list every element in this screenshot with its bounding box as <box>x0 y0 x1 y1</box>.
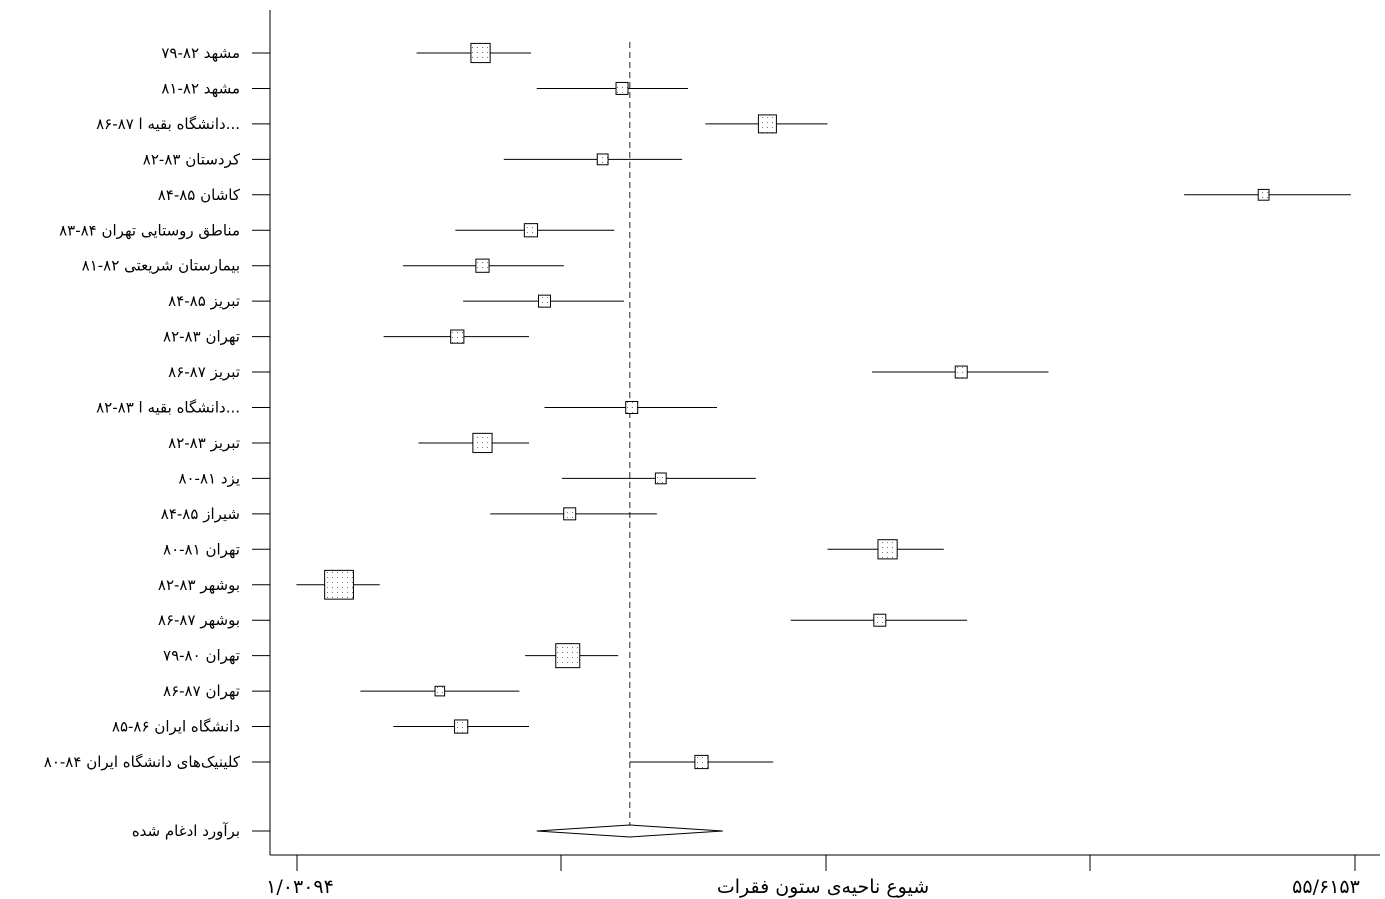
study-estimate-box <box>873 613 887 627</box>
study-label: ۸۶-۸۷ تهران <box>163 682 240 700</box>
x-axis-title: شیوع ناحیه‌ی ستون فقرات <box>717 876 929 898</box>
study-label: ۸۱-۸۲ مشهد <box>161 79 240 97</box>
study-label: ۸۰-۸۴ کلینیک‌های دانشگاه ایران <box>44 753 241 771</box>
study-label: ۸۴-۸۵ کاشان <box>158 186 241 204</box>
x-axis-max-label: ۵۵/۶۱۵۳ <box>1292 876 1360 898</box>
study-label: ۸۴-۸۵ شیراز <box>161 505 240 523</box>
study-label: ۷۹-۸۲ مشهد <box>161 44 240 62</box>
study-label: ۸۶-۸۷ دانشگاه بقیه ا... <box>96 115 240 133</box>
study-estimate-box <box>324 569 354 600</box>
study-estimate-box <box>555 643 581 669</box>
study-estimate-box <box>694 754 709 770</box>
study-estimate-box <box>625 401 639 414</box>
study-marks <box>296 42 1351 838</box>
study-label: ۷۹-۸۰ تهران <box>163 647 240 665</box>
study-estimate-box <box>523 223 539 238</box>
x-axis-min-label: ۱/۰۳۰۹۴ <box>266 876 334 898</box>
study-label: ۸۶-۸۷ تبریز <box>168 363 240 381</box>
study-labels: ۷۹-۸۲ مشهد ۸۱-۸۲ مشهد ۸۶-۸۷ دانشگاه بقیه ا… <box>44 44 241 840</box>
study-label: ۸۰-۸۱ تهران <box>163 540 240 558</box>
study-estimate-box <box>877 539 898 560</box>
study-label: ۸۲-۸۳ تبریز <box>168 434 240 452</box>
study-estimate-box <box>654 472 667 485</box>
study-estimate-box <box>454 719 469 734</box>
study-estimate-box <box>615 81 629 95</box>
study-estimate-box <box>450 329 465 344</box>
study-label: ۸۲-۸۳ بوشهر <box>158 576 240 594</box>
study-label: ۸۳-۸۴ مناطق روستایی تهران <box>59 221 240 239</box>
study-estimate-box <box>434 685 446 697</box>
plot-frame <box>252 10 1380 871</box>
study-estimate-box <box>538 294 552 308</box>
study-estimate-box <box>475 258 490 273</box>
study-estimate-box <box>757 114 777 134</box>
study-estimate-box <box>954 365 968 379</box>
study-estimate-box <box>596 153 609 166</box>
study-label: ۸۵-۸۶ دانشگاه ایران <box>112 718 240 736</box>
study-label: ۸۲-۸۳ تهران <box>163 328 240 346</box>
pooled-label: برآورد ادغام شده <box>132 822 240 840</box>
study-estimate-box <box>470 42 491 64</box>
study-label: ۸۲-۸۳ کردستان <box>143 150 241 168</box>
pooled-estimate-diamond <box>536 824 723 838</box>
study-estimate-box <box>563 507 577 521</box>
study-estimate-box <box>1257 188 1270 201</box>
study-estimate-box <box>472 432 493 454</box>
study-label: ۸۱-۸۲ بیمارستان شریعتی <box>82 257 240 275</box>
study-label: ۸۴-۸۵ تبریز <box>168 292 240 310</box>
study-label: ۸۰-۸۱ یزد <box>178 469 240 487</box>
study-label: ۸۶-۸۷ بوشهر <box>158 611 240 629</box>
study-label: ۸۲-۸۳ دانشگاه بقیه ا... <box>96 399 240 417</box>
